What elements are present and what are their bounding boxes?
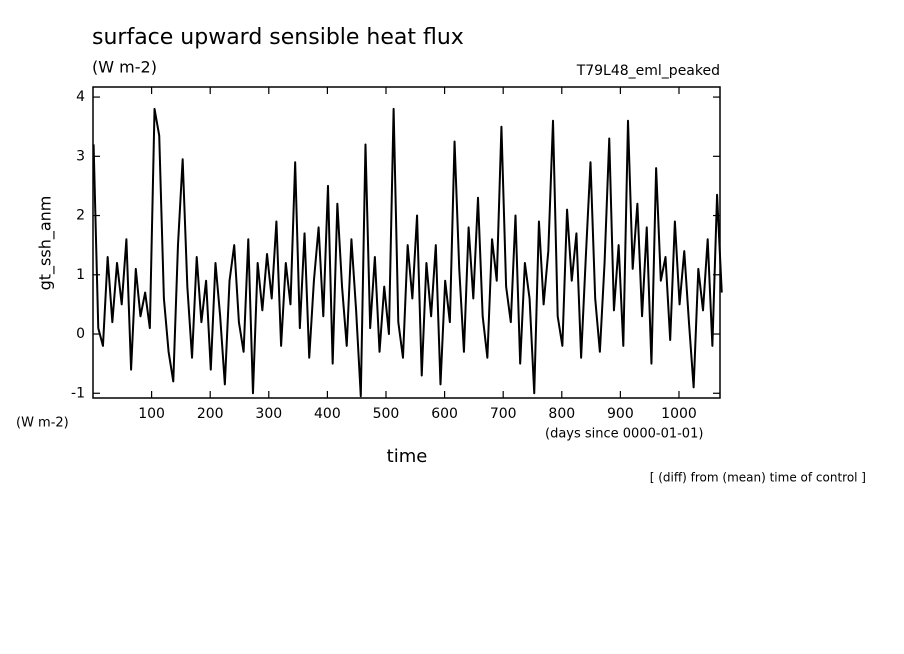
x-tick-label: 400	[314, 406, 341, 422]
y-axis-label: gt_ssh_anm	[36, 196, 56, 291]
chart-title: surface upward sensible heat flux	[92, 25, 464, 50]
x-tick-label: 700	[490, 406, 517, 422]
x-tick-label: 200	[197, 406, 224, 422]
y-tick-label: 0	[76, 326, 85, 342]
y-tick-label: 1	[76, 267, 85, 283]
y-tick-label: -1	[71, 385, 85, 401]
annotation: T79L48_eml_peaked	[576, 63, 720, 79]
units: (W m-2)	[92, 58, 157, 77]
y-tick-label: 3	[76, 148, 85, 164]
y-units: (W m-2)	[16, 416, 69, 431]
y-tick-label: 2	[76, 208, 85, 224]
x-tick-label: 800	[548, 406, 575, 422]
x-units: (days since 0000-01-01)	[545, 427, 703, 442]
x-axis-label: time	[387, 446, 428, 467]
x-tick-label: 900	[607, 406, 634, 422]
x-tick-label: 500	[373, 406, 400, 422]
x-tick-label: 300	[255, 406, 282, 422]
data-line	[92, 107, 723, 398]
x-tick-label: 100	[138, 406, 165, 422]
x-tick-label: 600	[431, 406, 458, 422]
footnote: [ (diff) from (mean) time of control ]	[650, 471, 866, 485]
y-tick-label: 4	[76, 89, 85, 105]
x-tick-label: 1000	[661, 406, 697, 422]
